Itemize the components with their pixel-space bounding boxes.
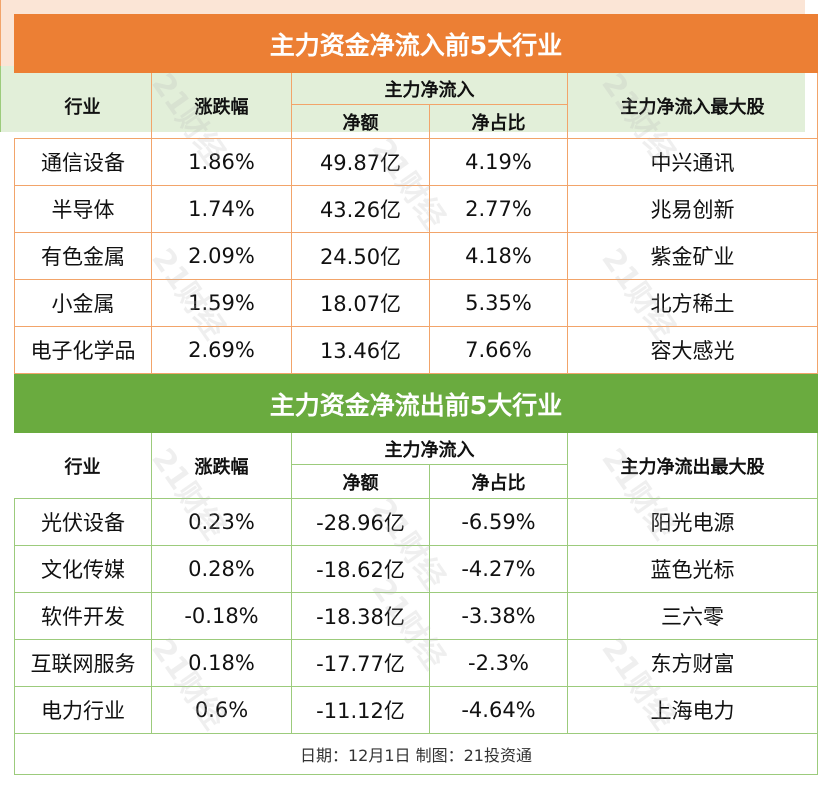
header-cell: 净占比 [430, 465, 568, 499]
table-cell: 上海电力 [568, 687, 818, 734]
table-cell: 2.09% [152, 233, 292, 280]
table-cell: 北方稀土 [568, 280, 818, 327]
table-cell: 容大感光 [568, 327, 818, 374]
table-cell: 4.18% [430, 233, 568, 280]
header-cell: 行业 [14, 433, 152, 499]
table-cell: -4.27% [430, 546, 568, 593]
table-cell: 三六零 [568, 593, 818, 640]
header-cell: 涨跌幅 [152, 73, 292, 139]
table-cell: 0.28% [152, 546, 292, 593]
table-cell: -4.64% [430, 687, 568, 734]
table-cell: 软件开发 [14, 593, 152, 640]
table-cell: 中兴通讯 [568, 139, 818, 186]
footer: 日期：12月1日 制图：21投资通 [14, 734, 818, 775]
table-cell: -2.3% [430, 640, 568, 687]
table-cell: 电子化学品 [14, 327, 152, 374]
table-cell: 通信设备 [14, 139, 152, 186]
table-cell: -6.59% [430, 499, 568, 546]
table-cell: 1.59% [152, 280, 292, 327]
table-cell: 2.69% [152, 327, 292, 374]
table-cell: 0.23% [152, 499, 292, 546]
table-cell: 文化传媒 [14, 546, 152, 593]
table-cell: 紫金矿业 [568, 233, 818, 280]
table-cell: 小金属 [14, 280, 152, 327]
table-cell: -28.96亿 [292, 499, 430, 546]
header-cell: 主力净流入 [292, 73, 568, 105]
table-cell: 1.74% [152, 186, 292, 233]
header-bg [0, 66, 805, 132]
table-cell: 0.6% [152, 687, 292, 734]
table-cell: -0.18% [152, 593, 292, 640]
table-cell: 蓝色光标 [568, 546, 818, 593]
table-cell: 2.77% [430, 186, 568, 233]
table-cell: 半导体 [14, 186, 152, 233]
header-cell: 涨跌幅 [152, 433, 292, 499]
header-cell: 行业 [14, 73, 152, 139]
table-cell: 49.87亿 [292, 139, 430, 186]
table-cell: -18.62亿 [292, 546, 430, 593]
header-cell: 主力净流入最大股 [568, 73, 818, 139]
table-cell: 4.19% [430, 139, 568, 186]
table-cell: 东方财富 [568, 640, 818, 687]
table-cell: 兆易创新 [568, 186, 818, 233]
table-cell: 1.86% [152, 139, 292, 186]
table-cell: 13.46亿 [292, 327, 430, 374]
table-cell: 0.18% [152, 640, 292, 687]
table-cell: -18.38亿 [292, 593, 430, 640]
header-cell: 净占比 [430, 105, 568, 139]
header-cell: 净额 [292, 105, 430, 139]
table-cell: 43.26亿 [292, 186, 430, 233]
table-cell: 电力行业 [14, 687, 152, 734]
table-cell: 24.50亿 [292, 233, 430, 280]
header-cell: 主力净流入 [292, 433, 568, 465]
table-cell: -11.12亿 [292, 687, 430, 734]
table-cell: -17.77亿 [292, 640, 430, 687]
header-cell: 净额 [292, 465, 430, 499]
header-cell: 主力净流出最大股 [568, 433, 818, 499]
table-cell: 有色金属 [14, 233, 152, 280]
table-cell: 5.35% [430, 280, 568, 327]
table-cell: 互联网服务 [14, 640, 152, 687]
table-cell: -3.38% [430, 593, 568, 640]
table-cell: 阳光电源 [568, 499, 818, 546]
table-cell: 18.07亿 [292, 280, 430, 327]
table-cell: 光伏设备 [14, 499, 152, 546]
section-title: 主力资金净流出前5大行业 [14, 374, 818, 433]
section-title: 主力资金净流入前5大行业 [14, 14, 818, 73]
table-cell: 7.66% [430, 327, 568, 374]
